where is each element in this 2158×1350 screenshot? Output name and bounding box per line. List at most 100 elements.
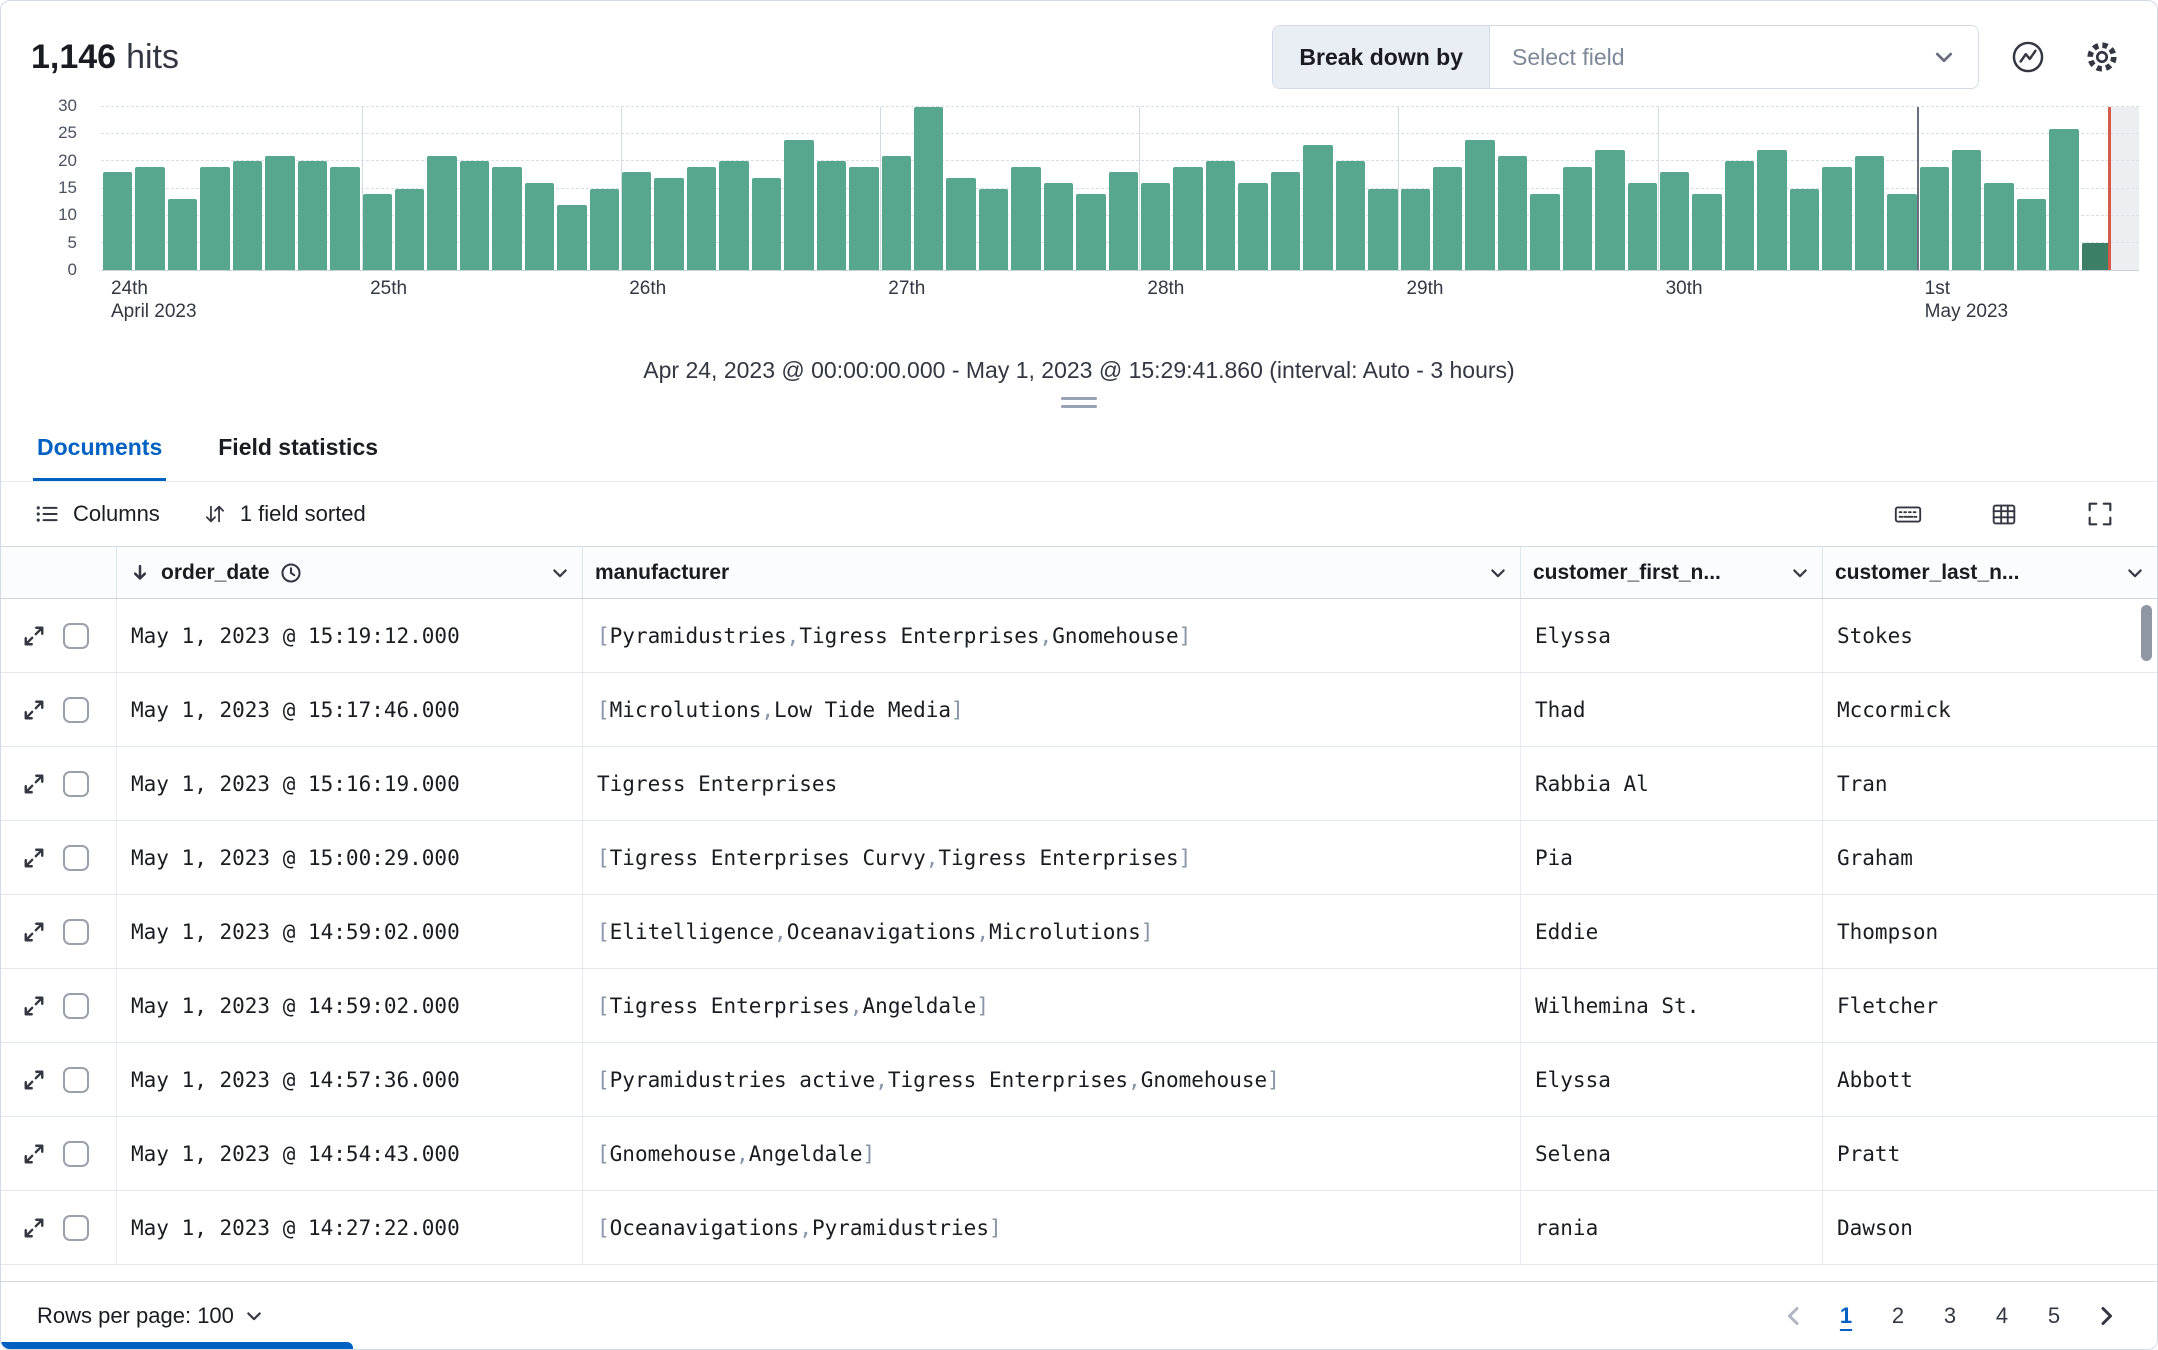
- histogram-bar[interactable]: [882, 156, 911, 270]
- histogram-bar[interactable]: [1044, 183, 1073, 270]
- histogram-bar[interactable]: [363, 194, 392, 270]
- histogram-bar[interactable]: [752, 178, 781, 270]
- previous-page-button[interactable]: [1773, 1295, 1815, 1337]
- histogram-bar[interactable]: [590, 189, 619, 271]
- expand-row-button[interactable]: [21, 697, 47, 723]
- row-checkbox[interactable]: [63, 697, 89, 723]
- column-header-customer-last-name[interactable]: customer_last_n...: [1823, 547, 2157, 598]
- row-checkbox[interactable]: [63, 1141, 89, 1167]
- histogram-bar[interactable]: [622, 172, 651, 270]
- histogram-bar[interactable]: [1920, 167, 1949, 270]
- histogram-bar[interactable]: [265, 156, 294, 270]
- chevron-down-icon[interactable]: [1488, 563, 1508, 583]
- resize-handle[interactable]: [1061, 397, 1097, 408]
- histogram-bar[interactable]: [525, 183, 554, 270]
- histogram-bar[interactable]: [1173, 167, 1202, 270]
- row-checkbox[interactable]: [63, 623, 89, 649]
- page-2-button[interactable]: 2: [1875, 1293, 1921, 1339]
- breakdown-field-select[interactable]: Select field: [1490, 26, 1978, 88]
- page-4-button[interactable]: 4: [1979, 1293, 2025, 1339]
- histogram-bar[interactable]: [1238, 183, 1267, 270]
- chevron-down-icon[interactable]: [550, 563, 570, 583]
- histogram-bar[interactable]: [427, 156, 456, 270]
- expand-row-button[interactable]: [21, 1067, 47, 1093]
- histogram-bar[interactable]: [1465, 140, 1494, 270]
- histogram-bar[interactable]: [1595, 150, 1624, 270]
- histogram-bar[interactable]: [817, 161, 846, 270]
- histogram-bar[interactable]: [2017, 199, 2046, 270]
- histogram-bar[interactable]: [2082, 243, 2111, 270]
- row-checkbox[interactable]: [63, 845, 89, 871]
- histogram-bar[interactable]: [1530, 194, 1559, 270]
- histogram-bar[interactable]: [1109, 172, 1138, 270]
- tab-field-statistics[interactable]: Field statistics: [214, 434, 382, 481]
- histogram-bar[interactable]: [784, 140, 813, 270]
- histogram-bar[interactable]: [233, 161, 262, 270]
- histogram-bar[interactable]: [914, 107, 943, 270]
- tab-documents[interactable]: Documents: [33, 434, 166, 481]
- histogram-bar[interactable]: [1660, 172, 1689, 270]
- display-options-button[interactable]: [1979, 489, 2029, 539]
- histogram-bar[interactable]: [1628, 183, 1657, 270]
- chevron-down-icon[interactable]: [1790, 563, 1810, 583]
- histogram-bar[interactable]: [492, 167, 521, 270]
- histogram-bar[interactable]: [719, 161, 748, 270]
- row-checkbox[interactable]: [63, 993, 89, 1019]
- histogram-bar[interactable]: [2049, 129, 2078, 270]
- expand-row-button[interactable]: [21, 993, 47, 1019]
- histogram-bar[interactable]: [1952, 150, 1981, 270]
- histogram-bar[interactable]: [460, 161, 489, 270]
- histogram-bar[interactable]: [1076, 194, 1105, 270]
- histogram-bar[interactable]: [298, 161, 327, 270]
- histogram-bar[interactable]: [687, 167, 716, 270]
- row-checkbox[interactable]: [63, 1067, 89, 1093]
- histogram-bar[interactable]: [1563, 167, 1592, 270]
- histogram-bar[interactable]: [979, 189, 1008, 271]
- histogram-bar[interactable]: [1692, 194, 1721, 270]
- histogram-bar[interactable]: [1498, 156, 1527, 270]
- expand-row-button[interactable]: [21, 771, 47, 797]
- column-header-order-date[interactable]: order_date: [117, 547, 583, 598]
- histogram-bar[interactable]: [1401, 189, 1430, 271]
- chevron-down-icon[interactable]: [2125, 563, 2145, 583]
- histogram-bar[interactable]: [654, 178, 683, 270]
- histogram-bar[interactable]: [1790, 189, 1819, 271]
- keyboard-shortcuts-button[interactable]: [1883, 489, 1933, 539]
- histogram-bar[interactable]: [395, 189, 424, 271]
- next-page-button[interactable]: [2085, 1295, 2127, 1337]
- chart-options-button[interactable]: [2003, 32, 2053, 82]
- histogram-bar[interactable]: [330, 167, 359, 270]
- histogram-bar[interactable]: [1206, 161, 1235, 270]
- histogram-bar[interactable]: [1336, 161, 1365, 270]
- histogram-bar[interactable]: [1368, 189, 1397, 271]
- histogram-bar[interactable]: [1271, 172, 1300, 270]
- column-header-customer-first-name[interactable]: customer_first_n...: [1521, 547, 1823, 598]
- histogram-bar[interactable]: [1433, 167, 1462, 270]
- histogram-bar[interactable]: [1757, 150, 1786, 270]
- histogram-bar[interactable]: [200, 167, 229, 270]
- sort-fields-button[interactable]: 1 field sorted: [202, 501, 366, 527]
- rows-per-page-button[interactable]: Rows per page: 100: [31, 1302, 270, 1330]
- histogram-bar[interactable]: [168, 199, 197, 270]
- row-checkbox[interactable]: [63, 1215, 89, 1241]
- expand-row-button[interactable]: [21, 1215, 47, 1241]
- histogram-bar[interactable]: [1822, 167, 1851, 270]
- histogram-bar[interactable]: [1887, 194, 1916, 270]
- expand-row-button[interactable]: [21, 845, 47, 871]
- columns-button[interactable]: Columns: [33, 500, 160, 528]
- expand-row-button[interactable]: [21, 919, 47, 945]
- page-1-button[interactable]: 1: [1823, 1293, 1869, 1339]
- histogram-bar[interactable]: [1984, 183, 2013, 270]
- fullscreen-button[interactable]: [2075, 489, 2125, 539]
- histogram-bar[interactable]: [1141, 183, 1170, 270]
- page-5-button[interactable]: 5: [2031, 1293, 2077, 1339]
- histogram-bar[interactable]: [1725, 161, 1754, 270]
- histogram-plot[interactable]: [101, 107, 2139, 271]
- histogram-bar[interactable]: [557, 205, 586, 270]
- row-checkbox[interactable]: [63, 771, 89, 797]
- histogram-bar[interactable]: [1011, 167, 1040, 270]
- row-checkbox[interactable]: [63, 919, 89, 945]
- histogram-bar[interactable]: [849, 167, 878, 270]
- page-3-button[interactable]: 3: [1927, 1293, 1973, 1339]
- histogram-bar[interactable]: [1303, 145, 1332, 270]
